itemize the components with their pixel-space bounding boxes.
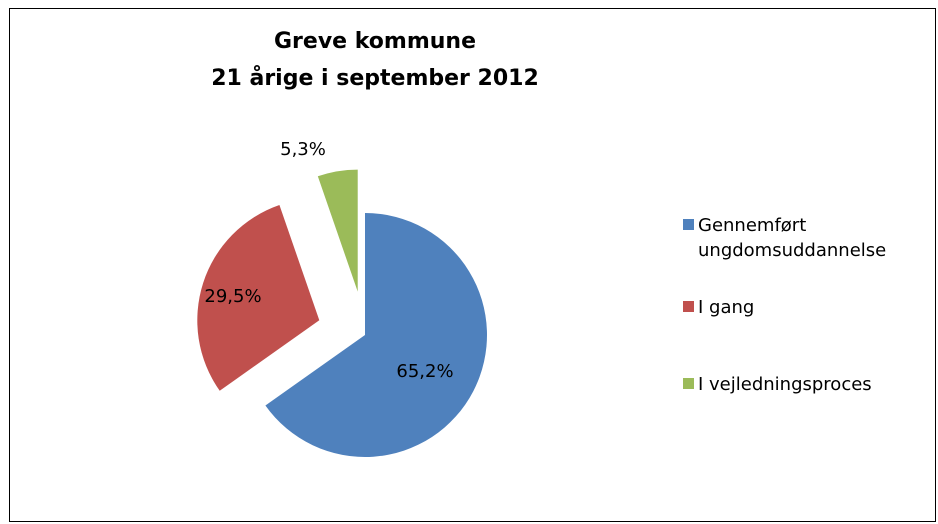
legend-swatch: [683, 301, 694, 312]
data-label: 65,2%: [396, 361, 453, 382]
pie-slice: [265, 213, 487, 458]
legend-swatch: [683, 219, 694, 230]
data-label: 5,3%: [280, 139, 326, 160]
chart-title: Greve kommune: [274, 29, 476, 54]
pie-slice: [197, 205, 320, 391]
chart-frame: [9, 8, 936, 522]
legend-item: Gennemført ungdomsuddannelse: [683, 213, 928, 263]
pie-slice: [317, 169, 358, 292]
legend-item: I vejledningsproces: [683, 372, 928, 397]
data-label: 29,5%: [204, 286, 261, 307]
legend-swatch: [683, 378, 694, 389]
legend-label: I gang: [698, 297, 755, 318]
chart-title: 21 årige i september 2012: [211, 65, 539, 91]
legend-label: I vejledningsproces: [698, 374, 872, 395]
legend-label: Gennemført ungdomsuddannelse: [698, 215, 887, 261]
legend-item: I gang: [683, 295, 928, 320]
